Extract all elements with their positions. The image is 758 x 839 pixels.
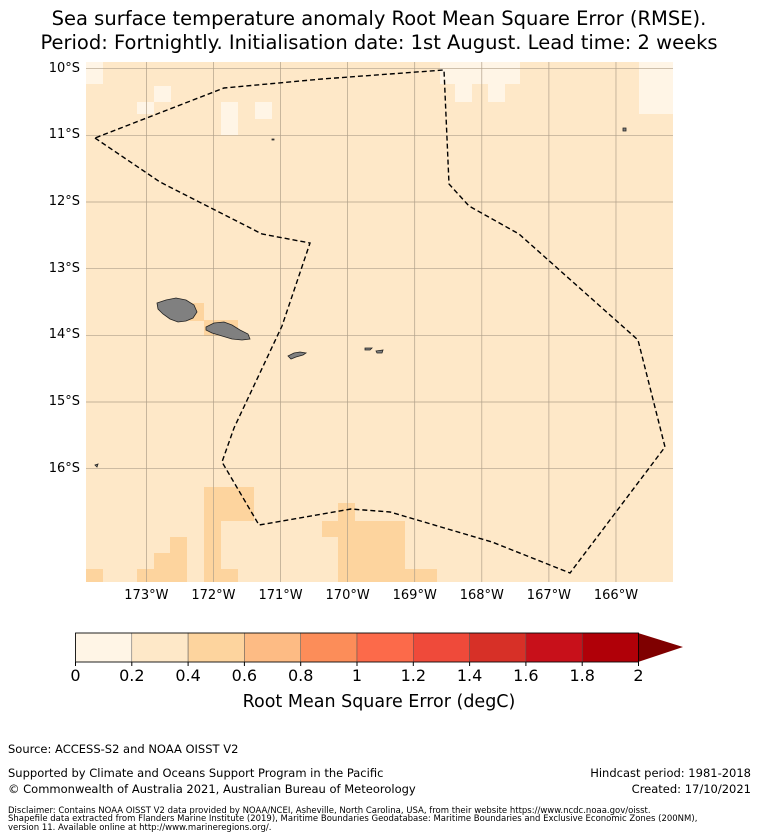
colorbar-cell xyxy=(187,632,245,663)
lat-tick-label: 10°S xyxy=(48,60,80,76)
lon-tick-label: 167°W xyxy=(526,588,571,603)
niuafoou-islet xyxy=(94,463,99,468)
colorbar-cell xyxy=(75,632,133,663)
colorbar-cell xyxy=(581,632,639,663)
lat-tick-label: 14°S xyxy=(48,327,80,343)
lon-tick-label: 170°W xyxy=(325,588,370,603)
hindcast-text: Hindcast period: 1981-2018 xyxy=(590,766,751,780)
ofu-olosega-island xyxy=(364,347,373,351)
colorbar-tick-label: 0.6 xyxy=(231,666,258,685)
land-islands xyxy=(94,127,627,468)
eez-boundary xyxy=(93,69,666,574)
copyright-text: © Commonwealth of Australia 2021, Austra… xyxy=(8,782,416,796)
rmse-low-cells xyxy=(86,62,673,135)
colorbar xyxy=(75,632,683,666)
source-text: Source: ACCESS-S2 and NOAA OISST V2 xyxy=(8,742,239,756)
lon-tick-label: 173°W xyxy=(124,588,169,603)
lat-tick-label: 11°S xyxy=(48,127,80,143)
colorbar-tick-label: 0 xyxy=(70,666,81,685)
tau-island xyxy=(375,349,384,354)
rose-atoll xyxy=(622,127,627,132)
swains-island xyxy=(271,138,275,141)
lat-tick-label: 13°S xyxy=(48,260,80,276)
map-ocean-field xyxy=(86,62,673,582)
lon-tick-label: 166°W xyxy=(593,588,639,603)
map-title-line1: Sea surface temperature anomaly Root Mea… xyxy=(51,7,707,30)
colorbar-cell xyxy=(244,632,301,663)
colorbar-tick-label: 1 xyxy=(351,666,363,685)
colorbar-tick-label: 0.8 xyxy=(287,666,314,685)
lon-tick-label: 168°W xyxy=(459,588,504,603)
map-title-line2: Period: Fortnightly. Initialisation date… xyxy=(40,31,718,54)
colorbar-tick-label: 1.8 xyxy=(569,666,595,685)
disclaimer-line1: Disclaimer: Contains NOAA OISST V2 data … xyxy=(8,806,651,816)
colorbar-cell xyxy=(300,632,358,663)
colorbar-tick-label: 2 xyxy=(633,666,644,685)
tutuila-island xyxy=(287,351,308,360)
upolu-island xyxy=(205,321,251,341)
colorbar-cell xyxy=(469,632,527,663)
colorbar-tick-label: 1.4 xyxy=(456,666,483,685)
supported-text: Supported by Climate and Oceans Support … xyxy=(8,766,384,780)
colorbar-tick-label: 1.6 xyxy=(513,666,539,685)
created-text: Created: 17/10/2021 xyxy=(631,782,751,796)
lat-tick-label: 12°S xyxy=(48,194,80,209)
lon-tick-label: 171°W xyxy=(258,588,303,603)
disclaimer-line3: version 11. Available online at http://w… xyxy=(8,823,272,833)
lon-tick-label: 169°W xyxy=(392,588,437,603)
lat-tick-label: 15°S xyxy=(48,394,80,409)
colorbar-label: Root Mean Square Error (degC) xyxy=(242,692,516,712)
colorbar-cell xyxy=(131,632,189,663)
colorbar-outline xyxy=(75,632,639,663)
colorbar-tick-label: 0.2 xyxy=(119,666,145,685)
lon-tick-label: 172°W xyxy=(191,588,236,603)
lat-tick-label: 16°S xyxy=(48,460,80,476)
colorbar-tick-label: 1.2 xyxy=(400,666,427,685)
colorbar-tick-label: 0.4 xyxy=(175,666,201,685)
colorbar-cell xyxy=(525,632,583,663)
colorbar-cell xyxy=(413,632,470,663)
savaii-island xyxy=(156,297,198,323)
colorbar-extend-arrow xyxy=(638,633,683,662)
disclaimer-line2: Shapefile data extracted from Flanders M… xyxy=(8,814,698,824)
colorbar-cell xyxy=(356,632,414,663)
map-gridlines xyxy=(86,62,673,582)
